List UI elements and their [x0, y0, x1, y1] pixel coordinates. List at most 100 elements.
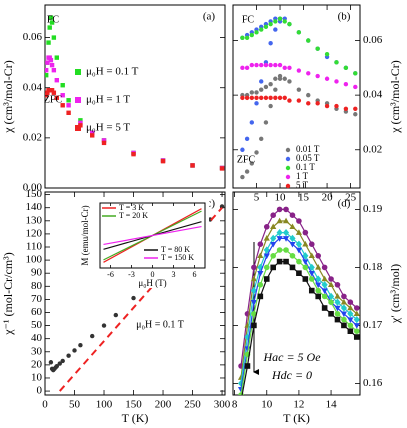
marker	[273, 19, 278, 24]
marker	[321, 275, 328, 282]
legend-swatch	[75, 69, 81, 75]
x-tick-label: 200	[155, 399, 172, 411]
marker	[315, 73, 320, 79]
y-tick-label: 80	[31, 280, 43, 292]
y-tick-label: 0.02	[363, 143, 382, 155]
marker	[48, 57, 54, 63]
marker	[54, 95, 60, 100]
y-tick-label: 40	[31, 332, 43, 344]
x-tick-label: 14	[326, 399, 338, 411]
marker	[60, 93, 65, 98]
marker	[270, 253, 276, 259]
marker	[263, 84, 269, 90]
marker	[49, 20, 55, 25]
marker	[90, 130, 95, 136]
marker	[296, 258, 302, 265]
marker	[306, 101, 311, 106]
marker	[49, 62, 55, 68]
marker	[276, 258, 283, 265]
marker	[296, 270, 302, 276]
marker	[308, 270, 315, 277]
marker	[295, 229, 302, 235]
marker	[72, 348, 77, 353]
marker	[321, 281, 328, 289]
marker	[283, 247, 289, 253]
x-tick-label: 6	[193, 270, 197, 279]
x-tick-label: 10	[275, 192, 287, 204]
marker	[296, 68, 302, 73]
marker	[324, 76, 330, 81]
marker	[259, 27, 264, 32]
marker	[254, 95, 259, 101]
marker	[347, 304, 354, 311]
marker	[289, 223, 296, 230]
marker	[249, 95, 255, 101]
legend-label: 0.01 T	[296, 144, 320, 154]
marker	[238, 398, 244, 404]
marker	[257, 252, 264, 259]
marker	[334, 103, 339, 109]
plot-frame	[44, 4, 226, 189]
y-tick-label: 130	[26, 214, 43, 226]
x-tick-label: -6	[107, 270, 114, 279]
y-tick-label: 0.04	[363, 89, 383, 101]
marker	[46, 40, 51, 45]
x-axis-label: T (K)	[122, 411, 149, 425]
marker	[78, 343, 83, 348]
y-tick-label: 0.16	[363, 377, 383, 389]
marker	[334, 316, 341, 323]
marker	[240, 174, 245, 180]
legend-swatch	[285, 156, 291, 162]
marker	[270, 264, 276, 271]
marker	[270, 223, 277, 230]
marker	[190, 163, 195, 168]
marker	[51, 67, 57, 73]
marker	[131, 151, 136, 157]
plot-frame	[232, 4, 361, 189]
marker	[268, 41, 273, 46]
marker	[353, 106, 358, 111]
marker	[48, 360, 54, 365]
y-axis-label: M (emu/mol-Cr)	[80, 205, 90, 265]
marker	[45, 60, 50, 65]
annotation: ZFC	[237, 154, 256, 165]
x-tick-label: 20	[322, 192, 334, 204]
marker	[302, 259, 309, 265]
marker	[341, 293, 347, 300]
y-tick-label: 140	[26, 201, 43, 213]
marker	[289, 234, 296, 243]
x-tick-label: 3	[172, 270, 176, 279]
marker	[268, 21, 273, 27]
y-axis-label: χ (cm³/mol-Cr)	[388, 60, 402, 134]
marker	[249, 161, 255, 166]
x-axis-label: μ₀H (T)	[138, 278, 166, 288]
x-tick-label: 8	[232, 399, 238, 411]
marker	[276, 247, 283, 253]
marker	[244, 363, 251, 369]
marker	[54, 55, 60, 60]
y-tick-label: 0	[37, 385, 43, 397]
marker	[306, 71, 311, 76]
marker	[282, 76, 287, 81]
marker	[250, 286, 257, 295]
marker	[296, 30, 302, 35]
marker	[276, 206, 283, 213]
marker	[353, 71, 358, 76]
marker	[263, 276, 270, 282]
marker	[347, 299, 354, 306]
y-tick-label: 70	[31, 293, 43, 305]
y-tick-label: 30	[31, 345, 43, 357]
x-tick-label: 50	[69, 399, 81, 411]
x-tick-label: 300	[214, 399, 231, 411]
marker	[282, 228, 290, 237]
y-tick-label: 20	[31, 358, 43, 370]
x-tick-label: 100	[96, 399, 113, 411]
x-tick-label: 150	[125, 399, 142, 411]
marker	[259, 87, 264, 92]
marker	[244, 95, 250, 101]
marker	[54, 363, 60, 369]
y-axis-label: χ⁻¹ (mol-Cr/cm³)	[1, 252, 15, 336]
marker	[347, 322, 354, 329]
legend-swatch	[75, 125, 81, 131]
legend-label: 1 T	[296, 171, 309, 181]
